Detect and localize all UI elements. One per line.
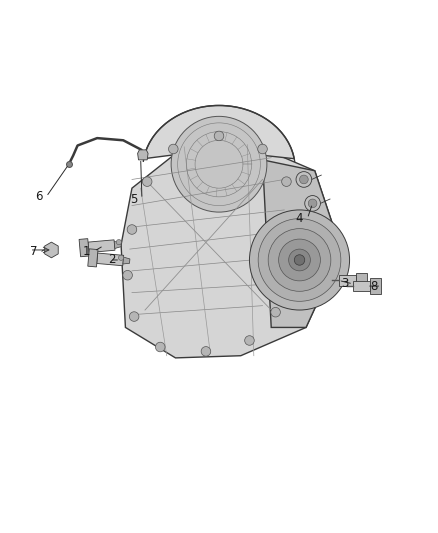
Circle shape <box>268 229 331 292</box>
Text: 2: 2 <box>109 254 116 266</box>
Circle shape <box>258 144 267 154</box>
Circle shape <box>123 270 132 280</box>
Circle shape <box>118 255 124 261</box>
Polygon shape <box>262 160 332 327</box>
Polygon shape <box>97 253 124 266</box>
Circle shape <box>201 346 211 356</box>
Circle shape <box>296 172 312 187</box>
Polygon shape <box>88 240 115 253</box>
Text: 1: 1 <box>82 245 90 258</box>
Circle shape <box>129 312 139 321</box>
Polygon shape <box>353 281 371 292</box>
Polygon shape <box>45 242 58 258</box>
Circle shape <box>308 199 317 208</box>
Text: 6: 6 <box>35 190 42 204</box>
Circle shape <box>171 116 267 212</box>
Circle shape <box>305 196 321 211</box>
Circle shape <box>258 219 341 301</box>
Polygon shape <box>144 106 294 159</box>
Circle shape <box>271 308 280 317</box>
Circle shape <box>142 177 152 187</box>
Polygon shape <box>356 272 367 288</box>
Text: 5: 5 <box>131 192 138 206</box>
Circle shape <box>289 249 311 271</box>
Polygon shape <box>79 239 89 257</box>
Circle shape <box>127 225 137 235</box>
Circle shape <box>116 239 121 245</box>
Circle shape <box>293 220 302 230</box>
Circle shape <box>286 266 296 276</box>
Text: 3: 3 <box>342 277 349 290</box>
Polygon shape <box>114 241 121 248</box>
Circle shape <box>169 144 178 154</box>
Circle shape <box>250 210 350 310</box>
Circle shape <box>282 177 291 187</box>
Polygon shape <box>339 275 356 286</box>
Text: 4: 4 <box>296 212 303 225</box>
Polygon shape <box>123 257 130 264</box>
Polygon shape <box>371 278 381 294</box>
Circle shape <box>279 239 321 281</box>
Circle shape <box>294 255 305 265</box>
Text: 7: 7 <box>30 245 38 258</box>
Circle shape <box>214 131 224 141</box>
Text: 8: 8 <box>370 280 377 293</box>
Circle shape <box>155 342 165 352</box>
Polygon shape <box>138 150 148 160</box>
Circle shape <box>300 175 308 184</box>
Polygon shape <box>121 144 332 358</box>
Circle shape <box>245 336 254 345</box>
Polygon shape <box>88 249 98 267</box>
